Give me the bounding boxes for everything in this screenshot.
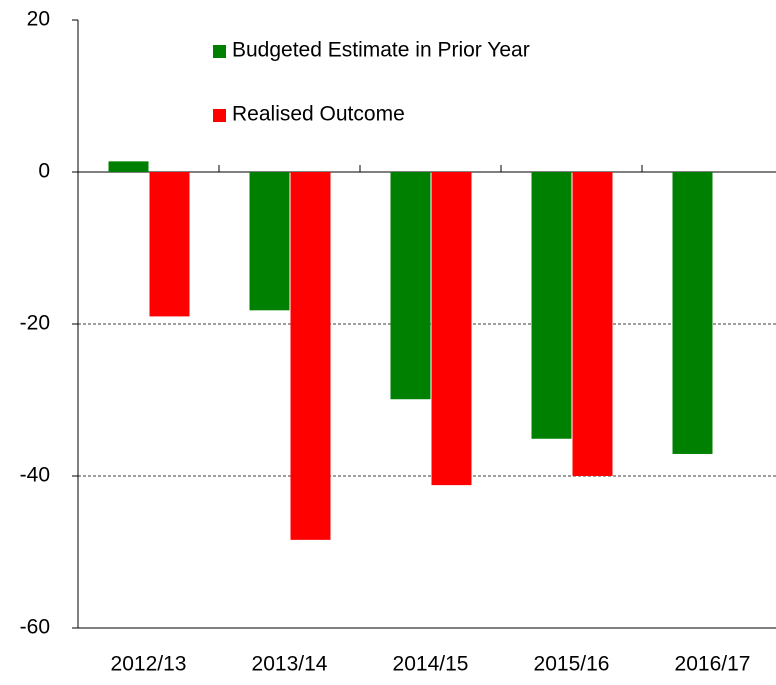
- legend-swatch: [213, 109, 226, 122]
- legend-label: Realised Outcome: [232, 103, 405, 126]
- bar: [431, 172, 472, 486]
- x-tick-label: 2012/13: [111, 653, 187, 676]
- y-tick-label: -40: [20, 464, 50, 487]
- x-tick-label: 2015/16: [534, 653, 610, 676]
- x-tick-label: 2014/15: [393, 653, 469, 676]
- bar: [108, 161, 149, 172]
- bar: [531, 172, 572, 439]
- bar: [390, 172, 431, 400]
- x-tick-label: 2013/14: [252, 653, 328, 676]
- bar: [290, 172, 331, 540]
- bar: [672, 172, 713, 454]
- bar: [149, 172, 190, 317]
- legend-label: Budgeted Estimate in Prior Year: [232, 39, 530, 62]
- y-tick-label: 20: [27, 8, 50, 31]
- y-tick-label: 0: [38, 160, 50, 183]
- y-tick-label: -20: [20, 312, 50, 335]
- y-tick-label: -60: [20, 616, 50, 639]
- bar: [249, 172, 290, 311]
- bar: [572, 172, 613, 476]
- legend-swatch: [213, 45, 226, 58]
- x-tick-label: 2016/17: [675, 653, 751, 676]
